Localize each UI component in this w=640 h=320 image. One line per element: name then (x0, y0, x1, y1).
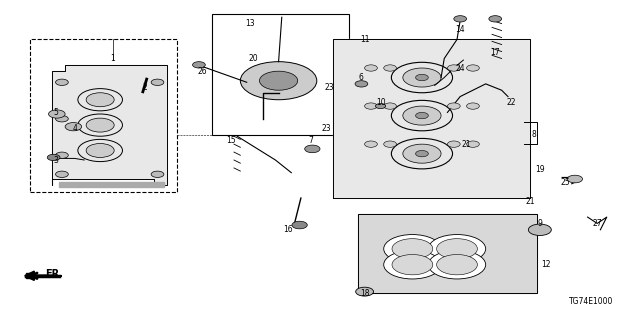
Text: 9: 9 (538, 219, 542, 228)
Circle shape (567, 175, 582, 183)
Circle shape (415, 74, 428, 81)
Text: 11: 11 (360, 35, 369, 44)
Circle shape (467, 141, 479, 147)
Circle shape (241, 62, 317, 100)
Text: 15: 15 (226, 136, 236, 146)
Circle shape (305, 145, 320, 153)
Circle shape (489, 16, 502, 22)
Polygon shape (26, 273, 33, 278)
Bar (212, 14, 349, 135)
Text: FR.: FR. (45, 269, 63, 279)
Circle shape (384, 235, 441, 263)
Text: 6: 6 (359, 73, 364, 82)
Circle shape (56, 152, 68, 158)
Circle shape (436, 254, 477, 275)
Circle shape (467, 103, 479, 109)
Circle shape (365, 141, 378, 147)
Bar (30, 39, 177, 192)
Circle shape (47, 154, 60, 161)
Circle shape (356, 287, 374, 296)
Circle shape (193, 62, 205, 68)
Circle shape (454, 16, 467, 22)
Text: 17: 17 (490, 48, 500, 57)
Circle shape (376, 104, 386, 108)
Text: 3: 3 (53, 156, 58, 164)
Text: 2: 2 (142, 83, 147, 92)
Text: 23: 23 (321, 124, 331, 133)
Circle shape (65, 123, 82, 131)
Circle shape (384, 141, 396, 147)
Polygon shape (333, 39, 531, 198)
Circle shape (384, 103, 396, 109)
Text: 23: 23 (324, 83, 334, 92)
Circle shape (403, 144, 441, 163)
Circle shape (259, 71, 298, 90)
Circle shape (151, 171, 164, 178)
Circle shape (56, 79, 68, 85)
Text: 7: 7 (308, 136, 313, 146)
Circle shape (447, 65, 460, 71)
Circle shape (392, 254, 433, 275)
Circle shape (86, 93, 114, 107)
Circle shape (86, 118, 114, 132)
Circle shape (403, 106, 441, 125)
Circle shape (529, 224, 551, 236)
Text: 22: 22 (506, 99, 516, 108)
Text: 1: 1 (111, 54, 115, 63)
Circle shape (292, 221, 307, 229)
Circle shape (447, 103, 460, 109)
Text: 5: 5 (53, 108, 58, 117)
Circle shape (415, 150, 428, 157)
Text: 24: 24 (456, 63, 465, 73)
Circle shape (392, 239, 433, 259)
Text: 19: 19 (535, 165, 545, 174)
Circle shape (428, 235, 486, 263)
Circle shape (384, 65, 396, 71)
Text: TG74E1000: TG74E1000 (569, 297, 613, 306)
Circle shape (49, 110, 65, 118)
Circle shape (415, 112, 428, 119)
Polygon shape (358, 214, 537, 293)
Circle shape (428, 251, 486, 279)
Text: 27: 27 (593, 219, 602, 228)
Circle shape (151, 79, 164, 85)
Circle shape (403, 68, 441, 87)
Text: 21: 21 (525, 197, 535, 206)
Circle shape (56, 171, 68, 178)
Circle shape (355, 81, 368, 87)
Text: 16: 16 (284, 225, 293, 234)
Circle shape (365, 65, 378, 71)
Text: 12: 12 (541, 260, 551, 269)
Text: 26: 26 (197, 67, 207, 76)
Circle shape (467, 65, 479, 71)
Circle shape (436, 239, 477, 259)
Text: 8: 8 (531, 130, 536, 139)
Text: 18: 18 (360, 289, 369, 298)
Text: 4: 4 (72, 124, 77, 133)
Circle shape (86, 143, 114, 157)
Polygon shape (52, 65, 167, 185)
Text: 21: 21 (462, 140, 471, 148)
Text: 13: 13 (245, 19, 255, 28)
Circle shape (384, 251, 441, 279)
Circle shape (56, 116, 68, 122)
Text: 14: 14 (456, 25, 465, 35)
Text: 25: 25 (561, 178, 570, 187)
Text: 20: 20 (248, 54, 258, 63)
Polygon shape (59, 182, 164, 187)
Circle shape (365, 103, 378, 109)
Text: 10: 10 (376, 99, 385, 108)
Circle shape (447, 141, 460, 147)
